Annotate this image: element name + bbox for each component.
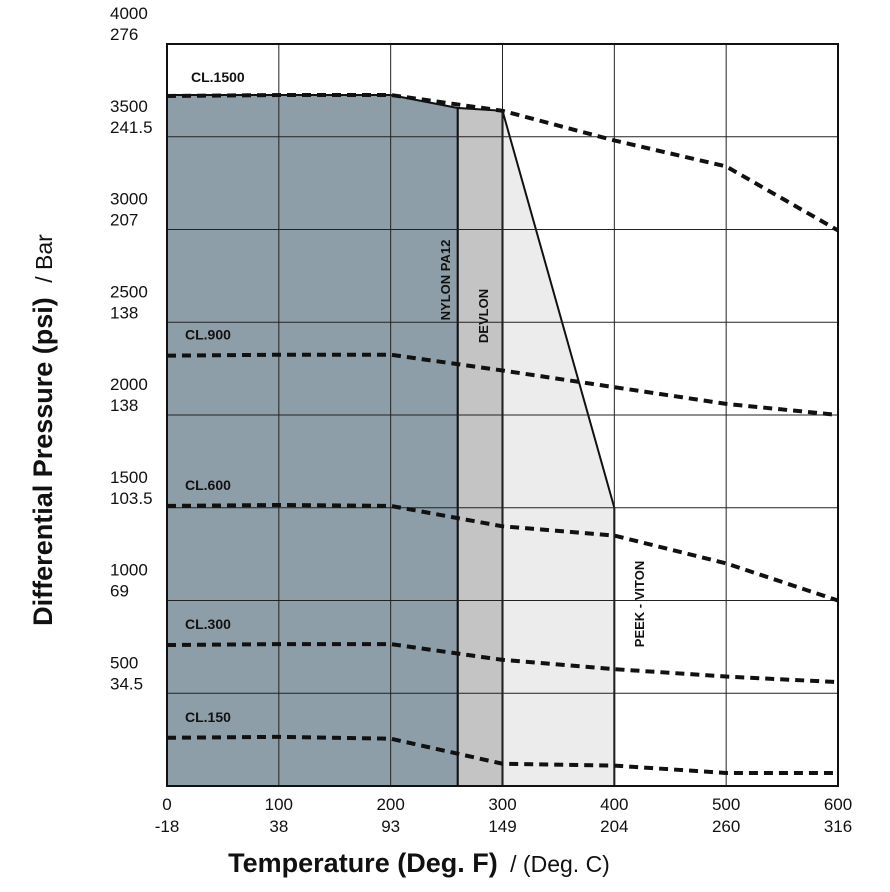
y-tick-label-psi: 500: [110, 653, 138, 672]
series-labels: CL.1500 CL.900 CL.600 CL.300 CL.150: [185, 69, 245, 725]
y-tick-label-psi: 3500: [110, 97, 148, 116]
series-line-cl-300: [166, 642, 839, 685]
x-tick-label-f: 400: [600, 795, 628, 814]
x-tick-label-c: 93: [381, 817, 400, 836]
series-label: CL.900: [185, 327, 231, 343]
series-line-cl-600: [166, 502, 839, 603]
y-tick-label-psi: 1000: [110, 561, 148, 580]
x-tick-label-f: 100: [265, 795, 293, 814]
y-axis-label: Differential Pressure (psi) / Bar: [28, 234, 58, 626]
x-tick-label-c: 149: [488, 817, 516, 836]
y-tick-label-bar: 34.5: [110, 674, 143, 693]
series-label: CL.150: [185, 709, 231, 725]
region-label: NYLON PA12: [438, 240, 453, 321]
x-tick-label-c: 204: [600, 817, 628, 836]
x-tick-label-f: 300: [488, 795, 516, 814]
x-axis-label-unit: / (Deg. C): [510, 851, 610, 877]
region-label: DEVLON: [476, 289, 491, 343]
series-label: CL.300: [185, 616, 231, 632]
x-tick-labels: 0 -18 100 38 200 93 300 149 400 204 500 260 600 316: [155, 795, 852, 836]
series-label: CL.1500: [191, 69, 245, 85]
x-tick-label-f: 0: [162, 795, 171, 814]
y-axis-label-unit: / Bar: [31, 234, 57, 283]
y-tick-label-bar: 276: [110, 25, 138, 44]
x-tick-label-c: -18: [155, 817, 180, 836]
y-tick-label-psi: 2500: [110, 282, 148, 301]
region-label: PEEK - VITON: [632, 561, 647, 647]
series-line-cl-1500: [166, 93, 839, 233]
series-line-cl-150: [166, 734, 838, 776]
x-tick-label-c: 260: [712, 817, 740, 836]
y-tick-label-psi: 3000: [110, 190, 148, 209]
y-axis-label-main: Differential Pressure (psi): [28, 297, 58, 626]
pressure-class-curves: [166, 93, 839, 776]
y-tick-label-bar: 241.5: [110, 118, 153, 137]
x-axis-label-main: Temperature (Deg. F): [228, 848, 498, 878]
y-tick-label-bar: 69: [110, 582, 129, 601]
region-nylon-pa12: [166, 94, 459, 787]
x-axis-label: Temperature (Deg. F) / (Deg. C): [228, 848, 610, 878]
y-tick-label-psi: 4000: [110, 4, 148, 23]
y-tick-label-bar: 138: [110, 303, 138, 322]
x-tick-label-c: 38: [269, 817, 288, 836]
y-tick-label-psi: 2000: [110, 375, 148, 394]
x-tick-label-f: 500: [712, 795, 740, 814]
y-tick-label-bar: 138: [110, 396, 138, 415]
x-tick-label-f: 200: [376, 795, 404, 814]
y-tick-label-bar: 207: [110, 211, 138, 230]
region-peek-viton: [501, 110, 616, 787]
region-devlon: [456, 106, 504, 787]
region-labels: NYLON PA12 DEVLON PEEK - VITON: [438, 240, 647, 648]
y-tick-labels: 500 34.5 1000 69 1500 103.5 2000 138 2500 138 3000…: [110, 4, 153, 693]
x-tick-label-f: 600: [824, 795, 852, 814]
y-tick-label-bar: 103.5: [110, 489, 153, 508]
series-line-cl-900: [166, 352, 839, 417]
y-tick-label-psi: 1500: [110, 468, 148, 487]
x-tick-label-c: 316: [824, 817, 852, 836]
series-label: CL.600: [185, 477, 231, 493]
